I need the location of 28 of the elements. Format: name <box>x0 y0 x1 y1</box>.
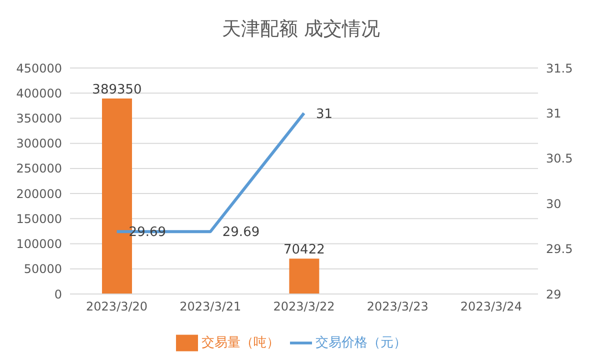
y-tick-label: 150000 <box>16 212 62 226</box>
y-tick-label: 250000 <box>16 162 62 176</box>
y-tick-label: 400000 <box>16 86 62 100</box>
x-tick-label: 2023/3/23 <box>366 300 428 314</box>
y2-tick-label: 29.5 <box>546 242 573 256</box>
x-tick-label: 2023/3/20 <box>86 300 148 314</box>
y-tick-label: 350000 <box>16 111 62 126</box>
y-tick-label: 200000 <box>16 186 62 201</box>
y-tick-label: 50000 <box>24 262 62 276</box>
y2-tick-label: 29 <box>546 287 562 302</box>
data-label: 389350 <box>92 82 142 98</box>
x-tick-label: 2023/3/24 <box>460 300 522 314</box>
x-tick-label: 2023/3/22 <box>273 300 335 314</box>
y2-tick-label: 31 <box>546 106 562 120</box>
data-label: 29.69 <box>222 225 260 240</box>
y2-tick-label: 30 <box>546 196 562 211</box>
y-tick-label: 0 <box>54 287 62 302</box>
legend-label: 交易量（吨） <box>202 336 280 351</box>
y2-tick-label: 31.5 <box>546 61 573 76</box>
y-tick-label: 450000 <box>16 61 62 76</box>
y-tick-label: 100000 <box>16 237 62 252</box>
legend-label: 交易价格（元） <box>316 336 406 351</box>
data-label: 31 <box>316 106 333 122</box>
chart-title: 天津配额 成交情况 <box>220 17 382 42</box>
data-label: 70422 <box>284 242 325 258</box>
y-tick-label: 300000 <box>16 136 62 151</box>
x-tick-label: 2023/3/21 <box>180 300 242 314</box>
y2-tick-label: 30.5 <box>546 152 573 166</box>
